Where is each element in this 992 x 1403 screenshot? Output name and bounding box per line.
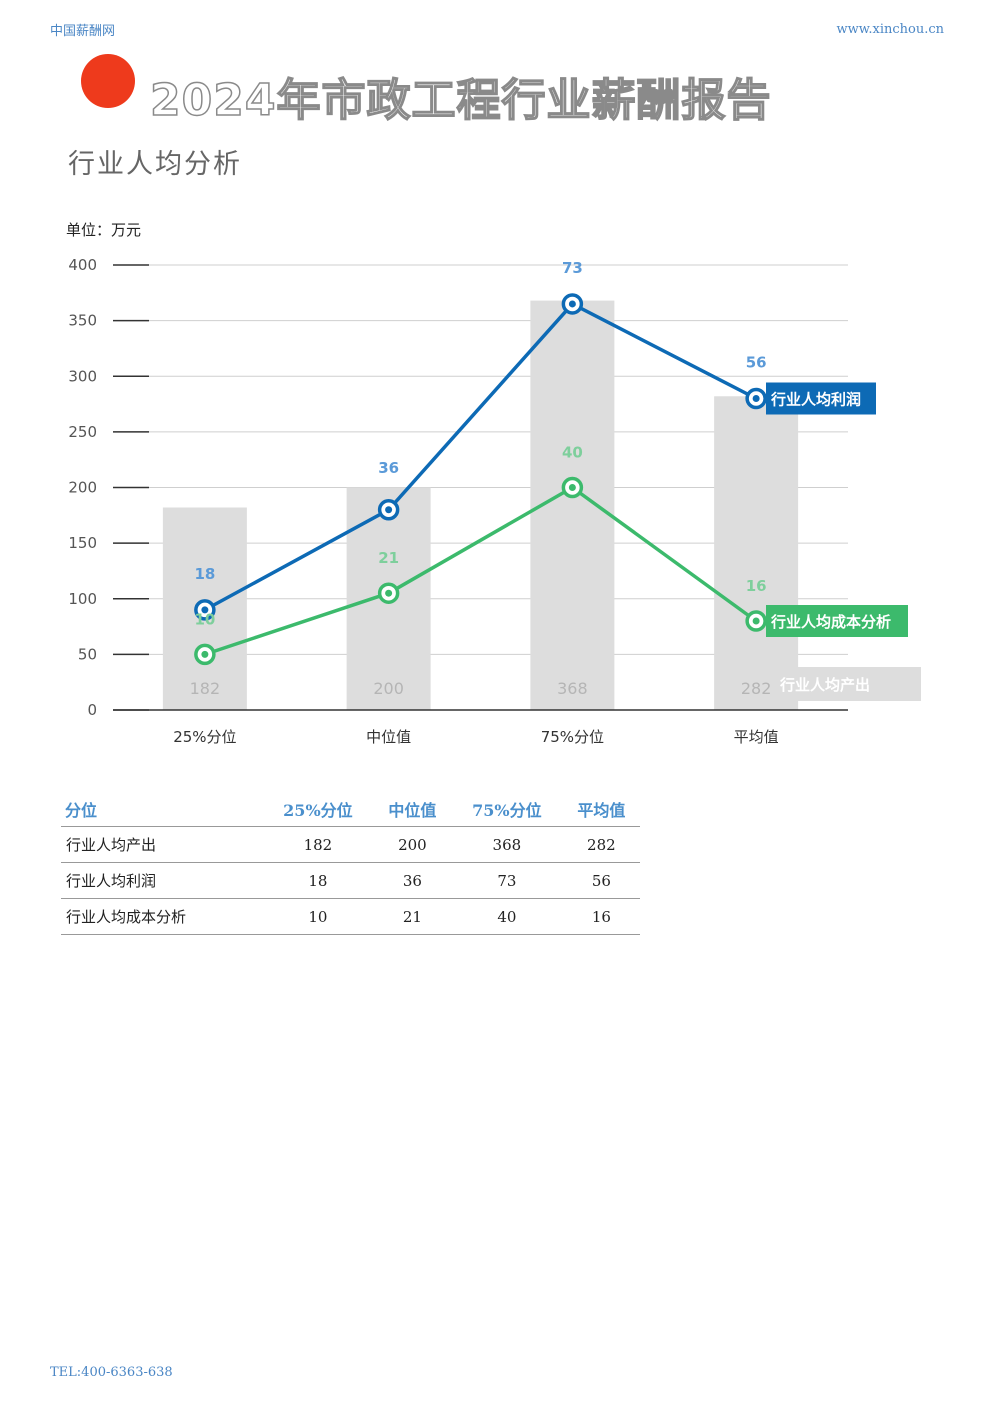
y-tick-label: 350 <box>68 312 97 330</box>
table-cell: 10 <box>262 898 374 935</box>
table-cell: 282 <box>562 826 640 863</box>
bar-value-label: 182 <box>190 679 221 698</box>
series-line <box>204 302 757 612</box>
legend-box <box>766 605 908 637</box>
x-tick-label: 中位值 <box>366 728 411 746</box>
series-value-label: 10 <box>194 610 215 628</box>
table-cell: 200 <box>373 826 451 863</box>
table-cell: 40 <box>451 898 563 935</box>
legend-label: 行业人均产出 <box>779 676 870 694</box>
bar-value-label: 282 <box>741 679 772 698</box>
legend-label: 行业人均成本分析 <box>770 613 891 631</box>
y-tick-label: 300 <box>68 367 97 385</box>
table-cell: 行业人均利润 <box>61 862 263 899</box>
series-value-label: 73 <box>562 259 583 277</box>
footer-tel: TEL:400-6363-638 <box>50 1365 173 1380</box>
salary-chart: 0 50 100 150 200 250 300 350 400 25%分位 中位值 75%分位 平均值… <box>68 256 921 746</box>
table-cell: 16 <box>562 898 640 935</box>
site-url[interactable]: www.xinchou.cn <box>836 22 944 37</box>
series-point-core <box>568 484 576 491</box>
series-point-core <box>201 606 209 614</box>
x-tick-label: 75%分位 <box>541 728 604 746</box>
series-value-label: 16 <box>746 577 767 595</box>
series-point-core <box>752 617 760 625</box>
axis-layer: 0 50 100 150 200 250 300 350 400 25%分位 中位值 75%分位 平均值 <box>68 256 848 746</box>
table-cell: 行业人均产出 <box>61 826 263 863</box>
y-tick-label: 400 <box>68 256 97 274</box>
table-cell: 18 <box>262 862 374 899</box>
series-line <box>204 485 758 657</box>
table-header-cell: 中位值 <box>373 792 451 827</box>
series-value-label: 36 <box>378 459 399 477</box>
table-cell: 行业人均成本分析 <box>61 898 263 935</box>
y-tick-label: 100 <box>68 590 97 608</box>
y-tick-label: 0 <box>87 701 97 719</box>
report-title: 2024年市政工程行业薪酬报告 <box>149 74 772 127</box>
series-value-label: 21 <box>378 549 399 567</box>
table-cell: 56 <box>562 862 640 899</box>
series-point-core <box>385 589 393 597</box>
line-layer <box>194 293 767 666</box>
bar-layer <box>162 300 799 710</box>
data-table: 分位 25%分位 中位值 75%分位 平均值 行业人均产出 182 200 36… <box>61 792 640 935</box>
table-header-cell: 分位 <box>61 792 263 827</box>
series-point-core <box>568 300 576 308</box>
series-value-label: 18 <box>194 565 215 583</box>
table-cell: 21 <box>373 898 451 935</box>
table-row: 行业人均成本分析 10 21 40 16 <box>61 898 640 935</box>
bar-output <box>714 396 799 710</box>
series-value-label: 40 <box>562 444 583 462</box>
bar-value-label: 368 <box>557 679 588 698</box>
table-header-row: 分位 25%分位 中位值 75%分位 平均值 <box>61 792 640 827</box>
y-tick-label: 200 <box>68 479 97 497</box>
y-tick-label: 50 <box>78 645 97 663</box>
series-point-core <box>752 395 760 402</box>
unit-label: 单位：万元 <box>66 221 142 239</box>
legend-box <box>766 382 876 415</box>
logo-dot-icon <box>81 54 135 108</box>
table-cell: 36 <box>373 862 451 899</box>
table-cell: 368 <box>451 826 563 863</box>
table-row: 行业人均产出 182 200 368 282 <box>61 826 640 863</box>
x-tick-label: 平均值 <box>734 728 779 746</box>
bar-value-label: 200 <box>373 679 404 698</box>
table-header-cell: 75%分位 <box>451 792 563 827</box>
label-layer: 182 200 368 282 18 36 73 56 10 21 40 16 <box>190 259 772 698</box>
section-title: 行业人均分析 <box>68 149 242 180</box>
table-cell: 182 <box>262 826 374 863</box>
y-tick-label: 150 <box>68 534 97 552</box>
series-point-core <box>201 650 209 658</box>
legend-box <box>775 667 921 701</box>
series-value-label: 56 <box>746 354 767 372</box>
site-name[interactable]: 中国薪酬网 <box>50 24 116 39</box>
series-point-core <box>385 506 393 514</box>
y-tick-label: 250 <box>68 423 97 441</box>
table-header-cell: 平均值 <box>562 792 640 827</box>
legend-label: 行业人均利润 <box>770 391 861 409</box>
table-row: 行业人均利润 18 36 73 56 <box>61 862 640 899</box>
table-header-cell: 25%分位 <box>262 792 374 827</box>
table-cell: 73 <box>451 862 563 899</box>
x-tick-label: 25%分位 <box>173 728 236 746</box>
